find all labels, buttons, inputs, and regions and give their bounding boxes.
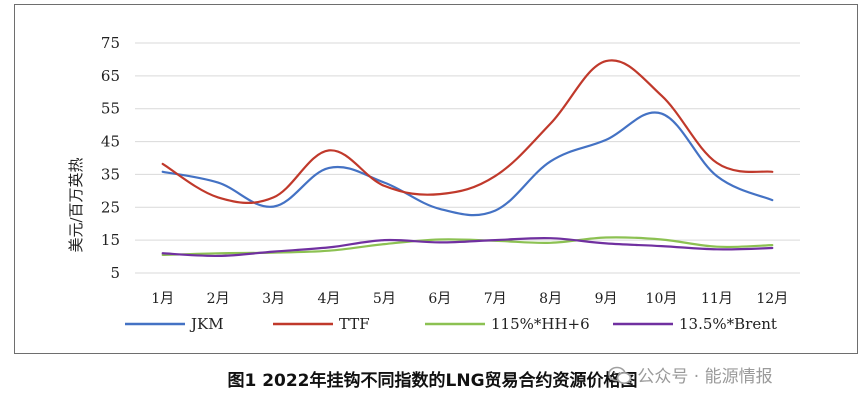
x-tick-label: 9月 <box>595 291 618 307</box>
y-tick-label: 35 <box>101 165 120 183</box>
x-tick-label: 2月 <box>207 291 230 307</box>
legend-label-2: 115%*HH+6 <box>491 315 590 333</box>
series-line-3 <box>161 236 774 258</box>
wechat-icon <box>608 366 632 384</box>
x-tick-label: 12月 <box>756 291 788 307</box>
series-line-0 <box>161 111 774 217</box>
y-tick-label: 45 <box>101 133 120 151</box>
y-axis-ticks: 5 15 25 35 45 55 65 75 <box>101 34 120 282</box>
line-chart: 5 15 25 35 45 55 65 75 1月 2月 3月 4月 5月 6月 7月 8月 9月 10月 11月… <box>67 34 800 333</box>
x-tick-label: 7月 <box>484 291 507 307</box>
x-tick-label: 1月 <box>151 291 174 307</box>
legend: JKM TTF 115%*HH+6 13.5%*Brent <box>125 315 777 333</box>
legend-label-3: 13.5%*Brent <box>679 315 777 333</box>
y-tick-label: 25 <box>101 198 120 216</box>
y-axis-label: 美元/百万英热 <box>67 157 85 252</box>
legend-label-0: JKM <box>189 315 224 333</box>
y-tick-label: 15 <box>101 231 120 249</box>
y-tick-label: 55 <box>101 100 120 118</box>
y-tick-label: 75 <box>101 34 120 52</box>
chart-frame: 5 15 25 35 45 55 65 75 1月 2月 3月 4月 5月 6月 7月 8月 9月 10月 11月… <box>14 4 858 354</box>
y-tick-label: 65 <box>101 67 120 85</box>
watermark-text: 公众号 · 能源情报 <box>637 367 773 387</box>
gridlines <box>135 42 800 274</box>
legend-label-1: TTF <box>339 315 370 333</box>
watermark: 公众号 · 能源情报 <box>608 362 773 387</box>
x-tick-label: 3月 <box>262 291 285 307</box>
y-tick-label: 5 <box>110 264 120 282</box>
x-tick-label: 8月 <box>539 291 562 307</box>
x-axis-ticks: 1月 2月 3月 4月 5月 6月 7月 8月 9月 10月 11月 12月 <box>151 291 788 307</box>
x-tick-label: 5月 <box>373 291 396 307</box>
x-tick-label: 11月 <box>701 291 733 307</box>
series-line-1 <box>161 59 774 204</box>
x-tick-label: 6月 <box>428 291 451 307</box>
x-tick-label: 4月 <box>317 291 340 307</box>
figure-caption: 图1 2022年挂钩不同指数的LNG贸易合约资源价格图 <box>227 371 638 391</box>
x-tick-label: 10月 <box>646 291 678 307</box>
series-lines <box>161 59 774 258</box>
